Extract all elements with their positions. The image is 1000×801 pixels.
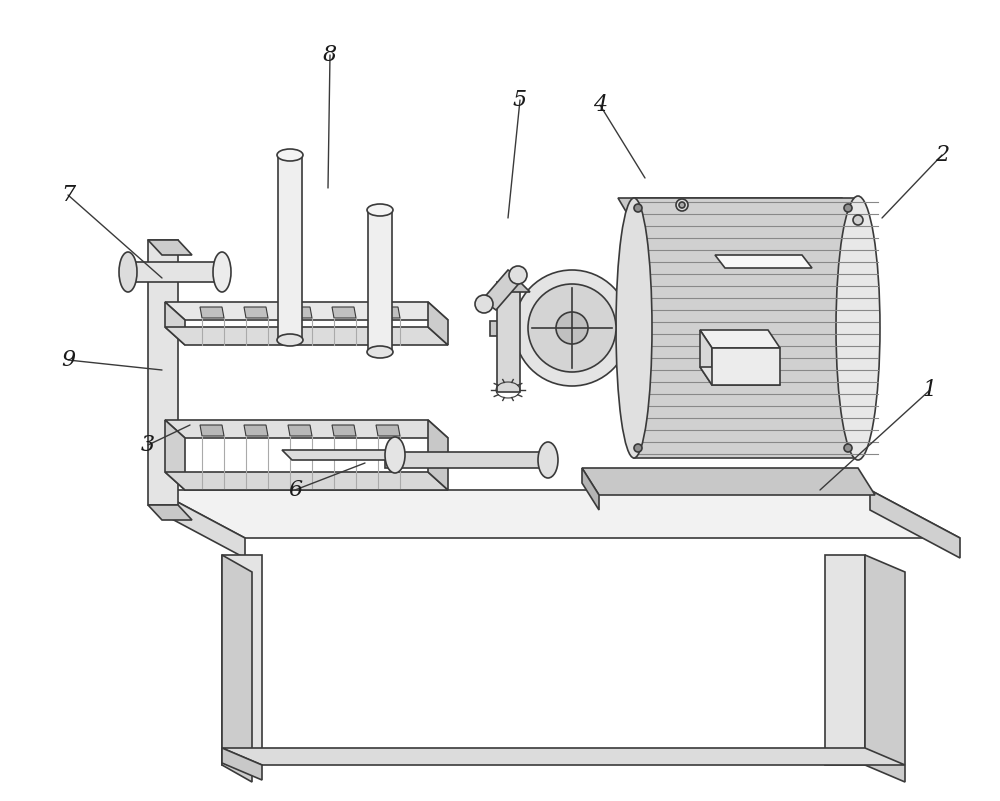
Polygon shape [222,748,905,765]
Polygon shape [128,262,222,282]
Polygon shape [700,367,780,385]
Text: 3: 3 [141,434,155,456]
Ellipse shape [509,266,527,284]
Polygon shape [618,198,858,225]
Polygon shape [497,282,520,392]
Polygon shape [428,302,448,345]
Polygon shape [165,302,448,320]
Polygon shape [222,555,262,765]
Ellipse shape [528,284,616,372]
Polygon shape [332,425,356,436]
Ellipse shape [836,196,880,460]
Ellipse shape [844,444,852,452]
Ellipse shape [634,204,642,212]
Polygon shape [376,425,400,436]
Polygon shape [482,270,522,310]
Ellipse shape [367,346,393,358]
Polygon shape [865,555,905,782]
Ellipse shape [616,198,652,458]
Polygon shape [155,490,960,538]
Text: 2: 2 [935,144,949,166]
Text: 7: 7 [61,184,75,206]
Ellipse shape [213,252,231,292]
Text: 6: 6 [288,479,302,501]
Text: 4: 4 [593,94,607,116]
Polygon shape [222,748,262,780]
Polygon shape [825,555,865,765]
Polygon shape [490,321,638,336]
Text: 9: 9 [61,349,75,371]
Polygon shape [497,282,530,292]
Polygon shape [165,302,185,345]
Polygon shape [428,420,448,490]
Polygon shape [165,420,448,438]
Polygon shape [148,240,178,505]
Polygon shape [870,490,960,558]
Polygon shape [376,307,400,318]
Polygon shape [582,468,599,510]
Polygon shape [368,210,392,352]
Text: 1: 1 [923,379,937,401]
Ellipse shape [367,204,393,216]
Ellipse shape [556,312,588,344]
Ellipse shape [277,149,303,161]
Polygon shape [332,307,356,318]
Polygon shape [288,307,312,318]
Polygon shape [200,307,224,318]
Text: 5: 5 [513,89,527,111]
Polygon shape [288,425,312,436]
Ellipse shape [277,334,303,346]
Polygon shape [148,505,192,520]
Polygon shape [155,490,245,558]
Polygon shape [278,155,302,340]
Polygon shape [582,468,875,495]
Ellipse shape [679,202,685,208]
Polygon shape [165,420,185,490]
Polygon shape [385,452,548,468]
Ellipse shape [844,204,852,212]
Polygon shape [715,255,812,268]
Ellipse shape [634,444,642,452]
Ellipse shape [676,199,688,211]
Polygon shape [244,307,268,318]
Ellipse shape [853,215,863,225]
Ellipse shape [514,270,630,386]
Polygon shape [165,327,448,345]
Text: 8: 8 [323,44,337,66]
Ellipse shape [385,437,405,473]
Ellipse shape [119,252,137,292]
Polygon shape [634,198,858,458]
Polygon shape [222,555,252,782]
Polygon shape [712,348,780,385]
Polygon shape [282,450,395,460]
Polygon shape [165,472,448,490]
Polygon shape [200,425,224,436]
Ellipse shape [538,442,558,478]
Polygon shape [700,330,780,348]
Polygon shape [244,425,268,436]
Polygon shape [148,240,192,255]
Polygon shape [700,330,712,385]
Ellipse shape [475,295,493,313]
